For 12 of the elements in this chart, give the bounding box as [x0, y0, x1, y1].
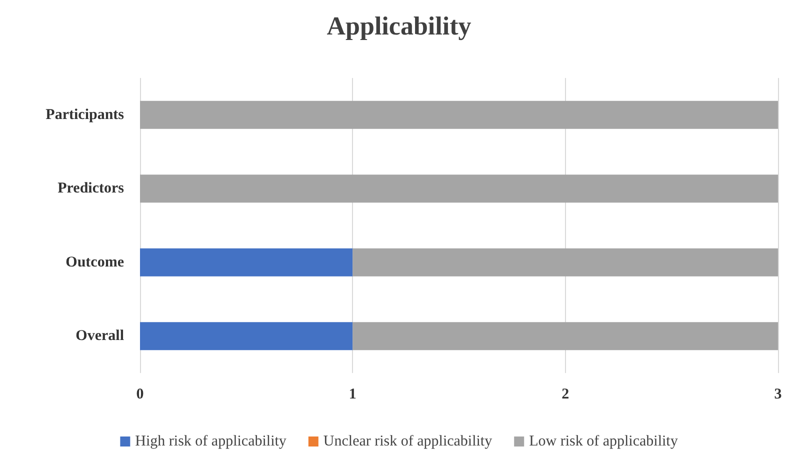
y-tick-label: Participants: [46, 106, 124, 123]
legend-label: Unclear risk of applicability: [323, 434, 493, 450]
y-tick-label: Predictors: [58, 180, 124, 197]
x-tick-label: 3: [774, 386, 782, 402]
x-tick-label: 1: [348, 386, 356, 402]
legend-label: Low risk of applicability: [529, 434, 678, 450]
x-tick-label: 0: [136, 386, 144, 402]
y-tick-label: Outcome: [66, 254, 124, 270]
x-tick-label: 2: [562, 386, 570, 402]
legend-label: High risk of applicability: [135, 434, 287, 450]
y-tick-label: Overall: [76, 328, 124, 344]
chart-title: Applicability: [326, 12, 472, 40]
